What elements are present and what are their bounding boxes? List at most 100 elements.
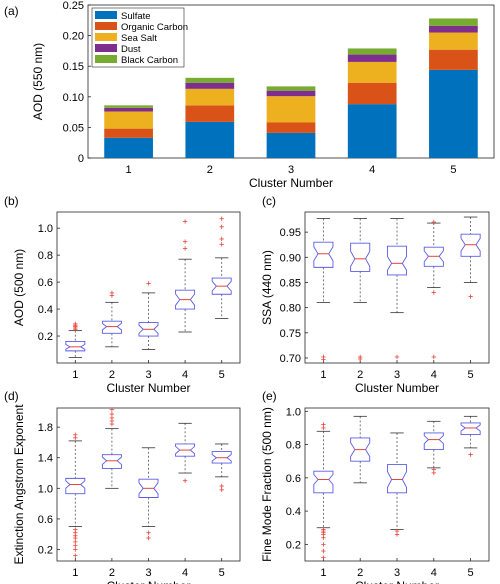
x-tick-label: 2 [109, 567, 115, 579]
panel-d: (d) 1 2 3 4 5 0.2 0.6 1.0 1.4 1.8 Cluster Number Ext… [4, 389, 241, 584]
outlier-point [219, 242, 224, 247]
y-tick-label: 0.6 [286, 473, 301, 485]
box [313, 470, 334, 494]
bar-segment-sulfate [185, 121, 235, 158]
y-tick-label: 0.70 [280, 353, 301, 365]
outlier-point [321, 527, 326, 532]
legend-swatch [95, 11, 117, 19]
outlier-point [109, 290, 115, 296]
x-tick-label: 3 [145, 567, 151, 579]
bar-segment-black-carbon [429, 18, 478, 26]
y-tick-label: 1.0 [38, 223, 53, 235]
outlier-point [219, 487, 224, 493]
outlier-point [73, 432, 78, 437]
x-axis-label: Cluster Number [355, 579, 439, 584]
x-tick-label: 1 [320, 567, 326, 579]
x-axis-label: Cluster Number [355, 381, 439, 395]
y-tick-label: 0.2 [38, 545, 53, 557]
x-tick-label: 1 [320, 369, 326, 381]
bar-segment-organic-carbon [266, 122, 316, 133]
outlier-point [109, 415, 115, 421]
x-axis-label: Cluster Number [106, 381, 190, 395]
outlier-point [219, 236, 224, 242]
outlier-point [73, 547, 78, 552]
y-tick-label: 0 [78, 153, 84, 165]
outlier-point [109, 411, 115, 417]
legend-label: Dust [121, 44, 141, 55]
outlier-point [182, 478, 188, 483]
legend-label: Black Carbon [121, 55, 178, 66]
box [423, 246, 444, 267]
box [101, 320, 122, 334]
bar-segment-sea-salt [429, 32, 478, 50]
outlier-point [182, 246, 188, 251]
x-tick-label: 4 [431, 567, 437, 579]
outlier-point [73, 527, 78, 532]
outlier-point [73, 553, 78, 558]
bar-segment-black-carbon [266, 86, 316, 91]
bar-segment-sea-salt [266, 96, 316, 123]
bar-segment-dust [266, 90, 316, 97]
y-tick-label: 0.15 [63, 61, 84, 73]
x-tick-label: 3 [288, 164, 294, 176]
panel-c: (c) 1 2 3 4 5 0.70 0.75 0.80 0.85 0.90 0.95 Cluster … [260, 194, 490, 395]
outlier-point [321, 542, 326, 547]
bar-segment-dust [104, 107, 153, 112]
y-tick-label: 0.05 [63, 122, 84, 134]
x-tick-label: 2 [207, 164, 213, 176]
box [350, 242, 371, 272]
outlier-point [468, 294, 473, 299]
outlier-point [468, 452, 473, 457]
x-tick-label: 2 [357, 369, 363, 381]
outlier-point [219, 216, 224, 221]
y-tick-label: 0.75 [280, 328, 301, 340]
panel-tag: (e) [262, 389, 277, 403]
y-axis-label: Fine Mode Fraction (500 nm) [260, 407, 274, 562]
outlier-point [182, 219, 188, 224]
y-tick-label: 0.4 [286, 506, 301, 518]
box [211, 451, 232, 464]
y-axis-label: AOD (500 nm) [12, 249, 26, 326]
x-tick-label: 4 [182, 369, 188, 381]
outlier-point [431, 354, 436, 360]
panel-a: (a) 1 2 3 4 5 0 0.05 0.10 0.15 0.20 0.25 Cluster Num… [4, 0, 495, 190]
outlier-point [431, 219, 436, 225]
y-tick-label: 0.25 [63, 0, 84, 12]
outlier-point [358, 356, 363, 362]
legend-label: Sulfate [121, 11, 151, 22]
outlier-point [73, 321, 78, 327]
bar-segment-sulfate [104, 137, 153, 158]
x-tick-label: 4 [431, 369, 437, 381]
x-tick-label: 3 [145, 369, 151, 381]
outlier-point [321, 555, 326, 560]
bar-segment-sea-salt [104, 111, 153, 129]
x-tick-label: 5 [219, 567, 225, 579]
outlier-point [219, 224, 224, 230]
panel-tag: (b) [4, 194, 19, 208]
bar-segment-organic-carbon [104, 128, 153, 138]
outlier-point [219, 483, 224, 489]
bar-segment-organic-carbon [347, 82, 397, 105]
outlier-point [73, 539, 78, 545]
box [65, 477, 86, 495]
x-axis-label: Cluster Number [249, 176, 333, 190]
box [211, 277, 232, 295]
bar-segment-dust [185, 82, 235, 89]
bar-segment-dust [429, 25, 478, 33]
box [460, 422, 481, 436]
y-axis-label: SSA (440 nm) [260, 250, 274, 325]
x-tick-label: 5 [468, 567, 474, 579]
box [138, 322, 159, 337]
x-tick-label: 3 [394, 567, 400, 579]
outlier-point [146, 535, 151, 541]
box [65, 340, 86, 352]
panel-tag: (d) [4, 389, 19, 403]
x-tick-label: 2 [109, 369, 115, 381]
box [175, 289, 196, 310]
bar-segment-sulfate [347, 104, 397, 158]
outlier-point [394, 354, 400, 360]
y-tick-label: 1.4 [38, 453, 53, 465]
bar-segment-sulfate [429, 69, 478, 158]
x-tick-label: 5 [468, 369, 474, 381]
